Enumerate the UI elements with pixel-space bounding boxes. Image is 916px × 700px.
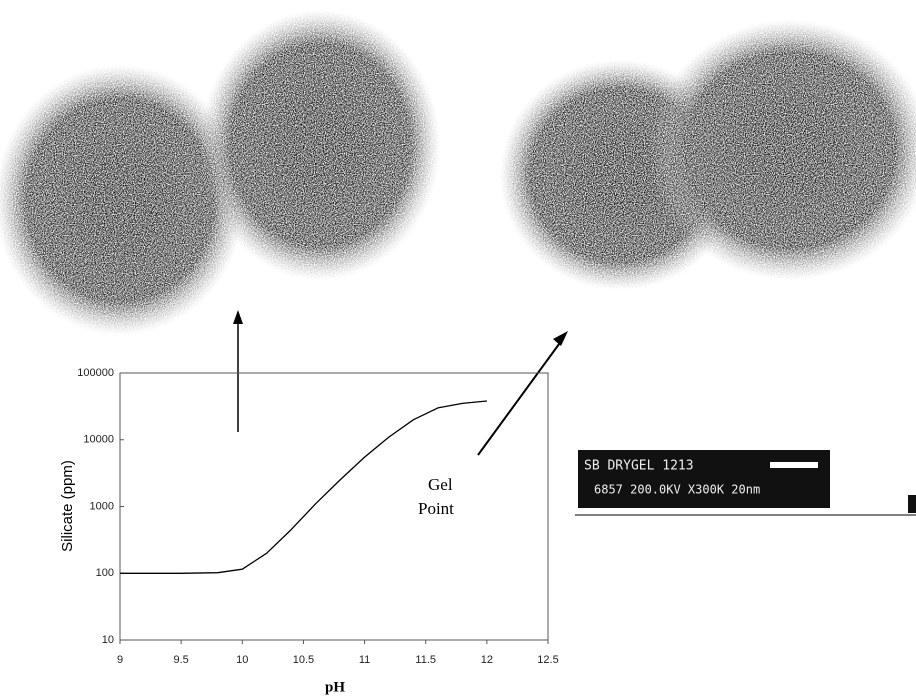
x-tick-label: 11 (359, 654, 370, 666)
micrograph (0, 10, 916, 335)
arrow-head (233, 310, 243, 324)
x-tick-label: 12.5 (537, 654, 558, 666)
y-tick-label: 10 (102, 634, 114, 646)
edge-mark (908, 495, 916, 513)
y-axis-label: Silicate (ppm) (59, 460, 76, 552)
annotation: Gel (428, 475, 453, 494)
x-tick-label: 10 (236, 654, 248, 666)
y-tick-label: 1000 (90, 500, 114, 512)
scale-bar (770, 462, 818, 468)
sem-label: SB DRYGEL 1213 (584, 459, 694, 474)
arrow (477, 339, 563, 456)
x-tick-label: 12 (481, 654, 493, 666)
x-axis-label: pH (325, 679, 345, 695)
y-tick-label: 100000 (77, 367, 114, 379)
arrow-head (553, 331, 568, 346)
plot-frame (119, 372, 549, 641)
y-tick-label: 100 (96, 567, 114, 579)
sem-label-box (578, 450, 830, 508)
x-tick-label: 11.5 (415, 654, 436, 666)
data-line (120, 400, 487, 574)
x-tick-label: 10.5 (293, 654, 314, 666)
x-tick-label: 9 (117, 654, 123, 666)
y-tick-label: 10000 (83, 434, 114, 446)
x-tick-label: 9.5 (173, 654, 188, 666)
annotation: Point (418, 499, 454, 518)
sem-label: 6857 200.0KV X300K 20nm (594, 483, 760, 497)
